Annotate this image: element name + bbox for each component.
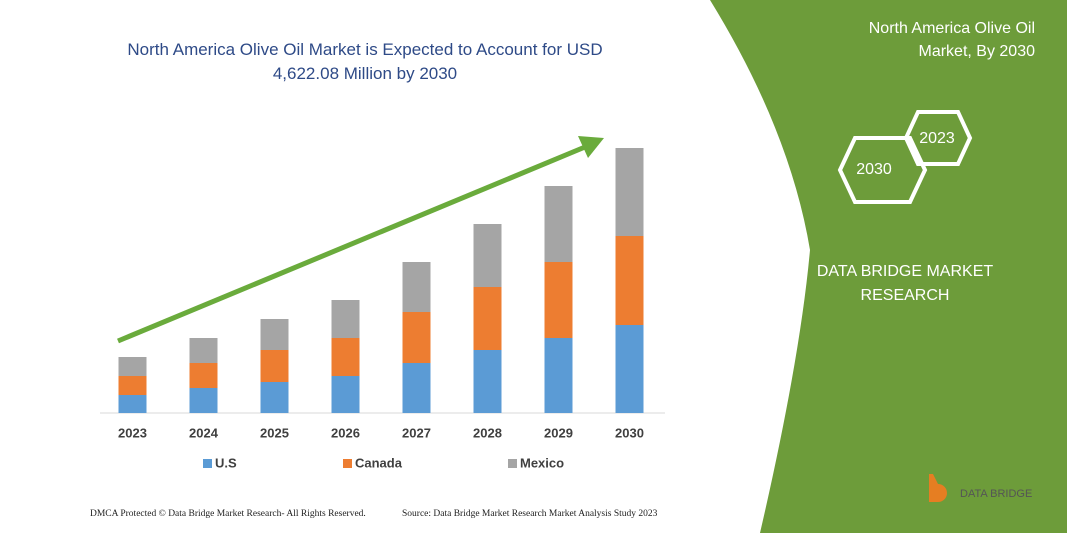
legend-label: Canada	[355, 455, 403, 470]
bar-segment	[544, 186, 573, 262]
bar-segment	[331, 300, 360, 338]
x-tick-label: 2030	[615, 425, 644, 440]
bar-segment	[615, 236, 644, 325]
logo-text: DATA BRIDGE	[960, 488, 1032, 500]
badge: 2030	[856, 161, 892, 178]
brand: DATA BRIDGE MARKET RESEARCH	[816, 263, 994, 304]
legend-label: U.S	[215, 455, 237, 470]
side-panel	[710, 0, 1067, 533]
bar-segment	[331, 338, 360, 376]
bar-segment	[473, 350, 502, 413]
trend-arrow	[117, 144, 586, 344]
bar-segment	[615, 325, 644, 413]
legend-label: Mexico	[520, 455, 564, 470]
bar-segment	[189, 338, 218, 363]
bar-segment	[331, 376, 360, 413]
arrow-head	[578, 136, 604, 158]
bar-segment	[189, 363, 218, 388]
footer-source: Source: Data Bridge Market Research Mark…	[402, 509, 658, 519]
bar-segment	[615, 148, 644, 236]
hexagon	[903, 110, 973, 166]
x-tick-label: 2024	[189, 425, 219, 440]
chart-title: North America Olive Oil Market is Expect…	[127, 40, 603, 83]
x-tick-label: 2028	[473, 425, 502, 440]
badge: 2023	[919, 130, 955, 147]
legend-swatch	[508, 459, 517, 468]
bar-segment	[473, 224, 502, 287]
bar-segment	[473, 287, 502, 350]
logo-mark	[929, 474, 947, 502]
bar-segment	[260, 319, 289, 350]
hexagon	[837, 136, 928, 204]
x-tick-label: 2029	[544, 425, 573, 440]
bar-segment	[402, 262, 431, 312]
bar-segment	[402, 363, 431, 413]
bar-segment	[260, 350, 289, 382]
legend-swatch	[343, 459, 352, 468]
bar-segment	[189, 388, 218, 413]
bar-segment	[260, 382, 289, 413]
x-tick-label: 2023	[118, 425, 147, 440]
bar-segment	[544, 262, 573, 338]
x-tick-label: 2026	[331, 425, 360, 440]
legend-swatch	[203, 459, 212, 468]
x-tick-label: 2027	[402, 425, 431, 440]
bar-segment	[118, 376, 147, 395]
bar-segment	[544, 338, 573, 413]
x-tick-label: 2025	[260, 425, 289, 440]
bar-segment	[118, 357, 147, 376]
bar-segment	[118, 395, 147, 413]
bar-segment	[402, 312, 431, 363]
panel-heading: North America Olive Oil Market, By 2030	[868, 20, 1035, 60]
footer-note: DMCA Protected © Data Bridge Market Rese…	[90, 509, 366, 519]
